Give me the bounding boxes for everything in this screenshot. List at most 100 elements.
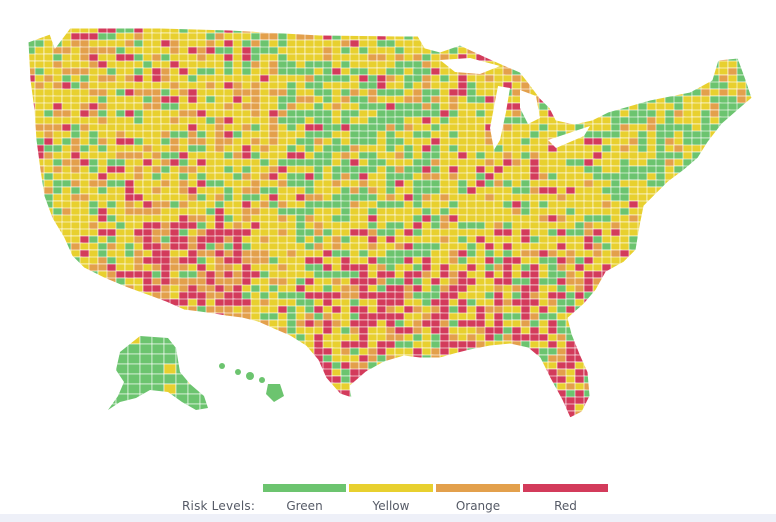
county-cell	[610, 123, 622, 132]
county-cell	[331, 81, 343, 90]
county-cell	[286, 39, 297, 48]
county-cell	[529, 389, 541, 398]
county-cell	[610, 179, 621, 188]
county-cell	[718, 417, 729, 418]
county-cell	[124, 403, 136, 412]
county-cell	[592, 256, 604, 265]
county-cell	[250, 88, 262, 97]
alaska-borough-cell	[115, 403, 129, 410]
county-cell	[403, 375, 416, 385]
county-cell	[34, 368, 45, 377]
county-cell	[457, 298, 468, 307]
county-cell	[718, 200, 730, 209]
county-cell	[205, 249, 217, 258]
county-cell	[52, 207, 64, 216]
county-cell	[718, 179, 731, 188]
county-cell	[304, 102, 315, 111]
county-cell	[502, 382, 515, 392]
county-cell	[484, 46, 497, 55]
county-cell	[574, 179, 586, 188]
county-cell	[691, 410, 702, 418]
county-cell	[268, 319, 279, 328]
county-cell	[466, 81, 477, 90]
county-cell	[529, 39, 541, 49]
county-cell	[232, 319, 243, 328]
county-cell	[79, 95, 90, 104]
county-cell	[133, 116, 144, 125]
county-cell	[493, 291, 504, 300]
county-cell	[295, 270, 307, 279]
county-cell	[673, 179, 684, 189]
county-cell	[709, 151, 721, 160]
county-cell	[718, 361, 731, 371]
county-cell	[502, 319, 514, 328]
county-cell	[700, 67, 711, 77]
county-cell	[178, 46, 190, 55]
county-cell	[547, 326, 558, 335]
county-cell	[322, 340, 334, 349]
county-cell	[745, 144, 752, 153]
county-cell	[430, 228, 441, 237]
county-cell	[286, 382, 297, 391]
county-cell	[736, 123, 748, 132]
county-cell	[421, 116, 432, 125]
county-cell	[682, 270, 693, 280]
county-cell	[97, 109, 108, 118]
county-cell	[52, 361, 64, 371]
county-cell	[106, 368, 117, 378]
county-cell	[682, 228, 695, 237]
county-cell	[394, 28, 406, 34]
county-cell	[745, 95, 752, 105]
county-cell	[484, 368, 495, 377]
county-cell	[664, 326, 677, 335]
county-cell	[755, 327, 765, 335]
county-cell	[223, 361, 235, 370]
county-cell	[736, 347, 749, 356]
county-cell	[565, 382, 577, 391]
county-cell	[214, 354, 225, 364]
county-cell	[376, 28, 389, 34]
county-cell	[736, 361, 749, 370]
county-cell	[304, 375, 317, 385]
county-cell	[61, 130, 72, 139]
county-cell	[664, 46, 677, 55]
legend-label-orange: Orange	[455, 499, 501, 513]
county-cell	[79, 270, 91, 280]
county-cell	[673, 32, 684, 42]
county-cell	[745, 347, 752, 357]
county-cell	[529, 60, 541, 69]
county-cell	[736, 291, 749, 300]
county-cell	[205, 410, 216, 418]
county-cell	[340, 144, 351, 153]
county-cell	[592, 116, 603, 125]
county-cell	[655, 368, 668, 377]
alaska-borough-cell	[175, 383, 189, 395]
county-cell	[223, 277, 235, 286]
county-cell	[403, 382, 414, 392]
county-cell	[574, 235, 586, 244]
county-cell	[700, 95, 711, 104]
county-cell	[736, 228, 748, 238]
county-cell	[700, 284, 711, 293]
county-cell	[755, 257, 765, 265]
county-cell	[115, 67, 126, 76]
county-cell	[205, 95, 217, 104]
county-cell	[610, 298, 621, 308]
county-cell	[727, 158, 738, 168]
county-cell	[340, 102, 352, 111]
county-cell	[160, 207, 172, 216]
county-cell	[691, 221, 704, 230]
alaska-borough-cell	[187, 353, 201, 365]
county-cell	[304, 123, 316, 132]
county-cell	[637, 354, 649, 363]
alaska-borough-cell	[108, 363, 117, 375]
county-cell	[28, 256, 37, 266]
county-cell	[322, 389, 333, 398]
county-cell	[124, 417, 137, 418]
county-cell	[682, 214, 693, 223]
county-cell	[718, 326, 729, 336]
county-cell	[745, 305, 752, 314]
county-cell	[655, 319, 666, 329]
county-cell	[727, 354, 738, 363]
county-cell	[664, 277, 676, 286]
